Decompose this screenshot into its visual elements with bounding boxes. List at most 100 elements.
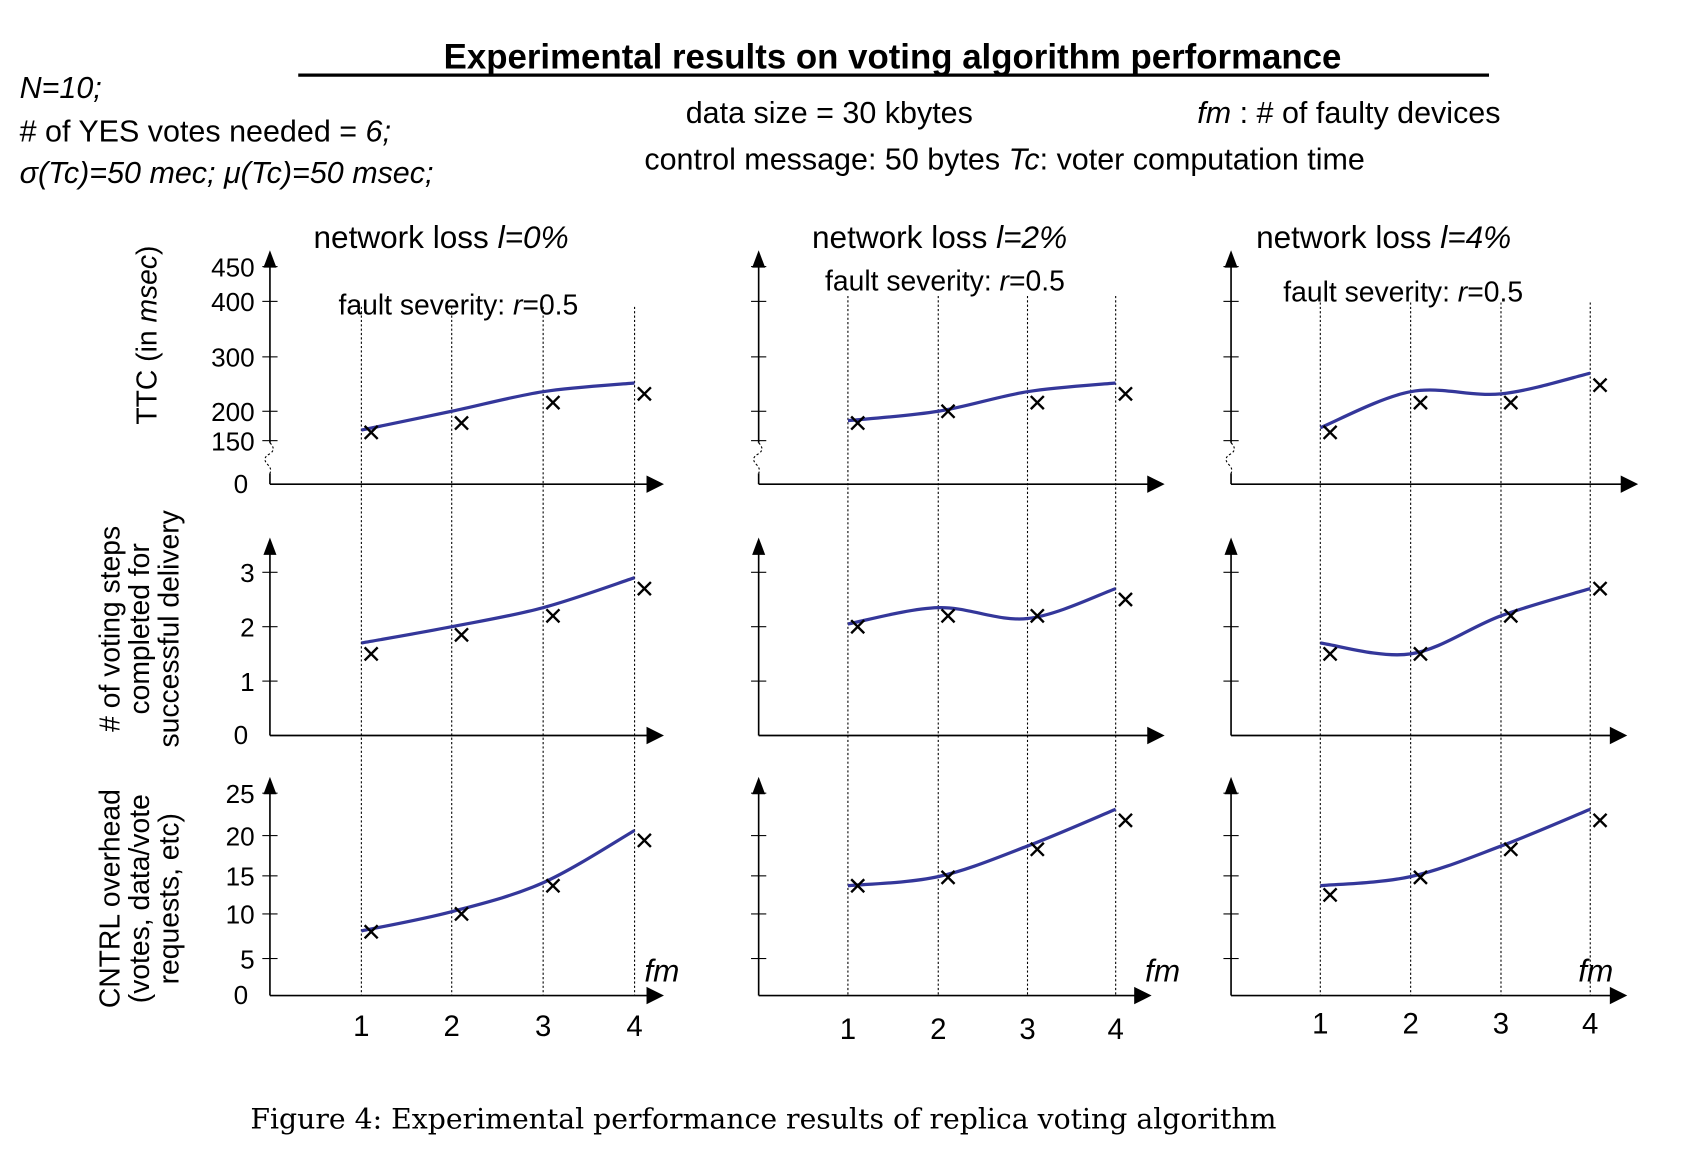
y-tick-label: 400	[211, 287, 255, 317]
tc-var: Tc	[1009, 143, 1040, 177]
data-point-x-marker	[850, 415, 866, 431]
data-point-x-marker	[1503, 395, 1519, 410]
x-tick-label: 2	[1402, 1008, 1418, 1041]
y-tick-label: 10	[226, 900, 255, 930]
y-tick-label: 20	[226, 821, 255, 851]
panel-title-text: network loss	[313, 219, 497, 255]
y-axis-arrow-icon	[752, 537, 766, 555]
data-point-x-marker	[1592, 377, 1608, 393]
fm-desc: : # of faulty devices	[1231, 96, 1500, 130]
y-axis-arrow-icon	[263, 776, 277, 795]
x-tick-label: 4	[1582, 1008, 1598, 1041]
fault-severity-var: r	[513, 288, 524, 320]
fault-severity-label: fault severity: r=0.5	[1283, 275, 1523, 307]
y-axis-label: (votes, data/vote	[123, 794, 155, 1003]
x-tick-label: 1	[1312, 1008, 1328, 1041]
x-tick-label: 4	[1107, 1013, 1123, 1046]
y-axis-arrow-icon	[263, 537, 277, 555]
y-axis-label: completed for	[123, 543, 155, 714]
y-axis-label-text: TTC (in	[131, 323, 163, 425]
y-tick-label: 300	[211, 343, 255, 373]
y-tick-label: 15	[226, 862, 255, 892]
fault-severity-label: fault severity: r=0.5	[339, 288, 579, 320]
y-axis-arrow-icon	[263, 250, 277, 268]
data-point-x-marker	[1322, 425, 1338, 440]
data-point-x-marker	[636, 581, 652, 596]
series-curve	[361, 381, 635, 432]
x-tick-label: 1	[840, 1013, 856, 1046]
fault-severity-value: =0.5	[522, 288, 578, 320]
y-axis-label: successful delivery	[153, 509, 185, 747]
data-point-x-marker	[1322, 887, 1338, 903]
axis-break-gap	[754, 442, 764, 474]
fault-severity-text: fault severity:	[1283, 275, 1458, 307]
data-point-x-marker	[1503, 841, 1519, 857]
y-tick-label: 5	[240, 944, 255, 974]
param-n: N=10;	[20, 71, 102, 105]
x-axis-label: fm	[1578, 952, 1613, 988]
panel-title: network loss l=4%	[1256, 219, 1511, 255]
y-axis-arrow-icon	[752, 250, 766, 268]
x-axis-arrow-icon	[1620, 475, 1639, 493]
y-axis-arrow-icon	[1224, 537, 1238, 555]
x-tick-label: 3	[535, 1010, 551, 1043]
axis-break-icon	[1225, 442, 1235, 474]
panels: network loss l=0%fault severity: r=0.5ne…	[94, 219, 1639, 1046]
param-control-message: control message: 50 bytes Tc: voter comp…	[644, 143, 1364, 177]
y-axis-label: # of voting steps	[94, 526, 126, 732]
data-point-x-marker	[940, 870, 956, 885]
x-tick-label: 1	[353, 1010, 369, 1043]
data-point-x-marker	[940, 403, 956, 419]
x-tick-label: 3	[1019, 1013, 1035, 1046]
data-point-x-marker	[1118, 812, 1133, 828]
data-point-x-marker	[363, 924, 379, 940]
data-point-x-marker	[454, 627, 469, 643]
axis-break-gap	[265, 442, 275, 474]
series-curve	[361, 829, 636, 933]
series-curve	[1320, 807, 1591, 888]
control-text: control message: 50 bytes	[644, 143, 1008, 177]
fm-var: fm	[1197, 96, 1231, 130]
data-point-x-marker	[1592, 812, 1608, 828]
y-axis-arrow-icon	[1224, 776, 1238, 795]
fault-severity-var: r	[1000, 265, 1011, 297]
fault-severity-value: =0.5	[1009, 265, 1065, 297]
data-point-x-marker	[363, 425, 379, 440]
fault-severity-var: r	[1458, 275, 1469, 307]
series-curve	[361, 576, 636, 645]
data-point-x-marker	[1029, 841, 1045, 857]
data-point-x-marker	[636, 386, 652, 402]
series-curve	[1320, 587, 1591, 657]
x-axis-arrow-icon	[1609, 726, 1628, 745]
y-axis-label: TTC (in msec)	[131, 246, 163, 425]
data-point-x-marker	[1118, 592, 1133, 607]
fault-severity-label: fault severity: r=0.5	[825, 265, 1065, 297]
param-yes-votes: # of YES votes needed = 6;	[20, 114, 391, 148]
data-point-x-marker	[1503, 608, 1519, 624]
series-curve	[847, 807, 1117, 888]
x-axis-arrow-icon	[1147, 475, 1165, 493]
y-axis-label-text: )	[131, 246, 163, 255]
data-point-x-marker	[454, 415, 469, 431]
x-axis-label: fm	[1145, 952, 1180, 988]
x-axis-arrow-icon	[646, 475, 664, 493]
network-loss-value: l=2%	[996, 219, 1067, 255]
data-point-x-marker	[940, 608, 956, 624]
data-point-x-marker	[1029, 395, 1045, 410]
data-point-x-marker	[850, 619, 866, 635]
data-point-x-marker	[1322, 646, 1338, 662]
data-point-x-marker	[636, 833, 652, 848]
x-tick-label: 2	[930, 1013, 946, 1046]
panel-title: network loss l=0%	[313, 219, 568, 255]
tc-desc: : voter computation time	[1040, 143, 1365, 177]
x-axis-arrow-icon	[1134, 986, 1152, 1005]
y-tick-label: 200	[211, 397, 255, 427]
axis-break-gap	[1226, 442, 1236, 474]
x-tick-label: 4	[626, 1010, 642, 1043]
data-point-x-marker	[545, 608, 561, 624]
fault-severity-text: fault severity:	[339, 288, 514, 320]
x-tick-label: 2	[444, 1010, 460, 1043]
data-point-x-marker	[1592, 581, 1608, 596]
x-axis-arrow-icon	[646, 986, 664, 1005]
y-tick-label: 1	[240, 667, 255, 697]
